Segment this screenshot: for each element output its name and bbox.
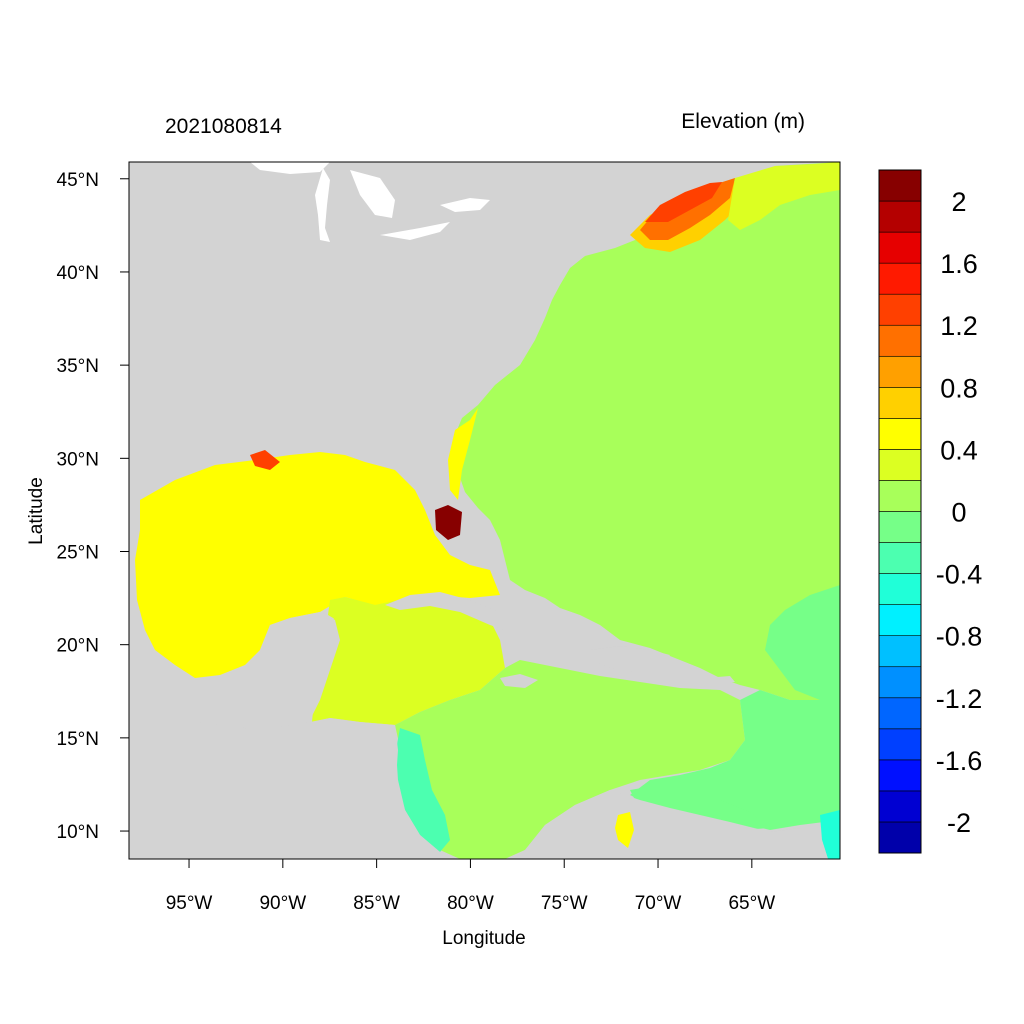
colorbar-level-swatch	[878, 728, 922, 761]
colorbar-frame	[878, 169, 922, 854]
y-tick-label: 10°N	[57, 822, 99, 843]
scotian-shelf-region	[728, 162, 840, 230]
x-tick-label: 95°W	[166, 893, 213, 914]
lake-superior	[250, 162, 330, 174]
caribbean-central-region	[395, 660, 745, 859]
colorbar-level-swatch	[878, 231, 922, 264]
x-tick-label: 75°W	[541, 893, 588, 914]
y-axis: 45°N 40°N 35°N 30°N 25°N 20°N 15°N 10°N	[57, 170, 129, 843]
atlantic-ocean-region	[452, 162, 840, 700]
colorbar-level-swatch	[878, 480, 922, 512]
field-title: Elevation (m)	[681, 110, 805, 133]
colorbar-labels: 2 1.6 1.2 0.8 0.4 0 -0.4 -0.8 -1.2 -1.6 -2	[936, 187, 983, 838]
colorbar-level-swatch	[878, 573, 922, 605]
y-tick-label: 35°N	[57, 356, 99, 377]
lake-maracaibo	[615, 812, 634, 848]
x-tick-label: 70°W	[635, 893, 682, 914]
colorbar-level-swatch	[878, 293, 922, 326]
jamaica-land	[500, 674, 538, 688]
colorbar-tick-label: 1.6	[940, 249, 978, 279]
hispaniola-land	[590, 646, 670, 672]
colorbar-level-swatch	[878, 418, 922, 450]
colorbar-tick-label: 2	[951, 187, 966, 217]
colorbar-level-swatch	[878, 821, 922, 854]
plot-frame	[128, 161, 841, 860]
colorbar-level-swatch	[878, 387, 922, 419]
colorbar-tick-label: 0	[951, 498, 966, 528]
florida-peak-region	[435, 505, 462, 540]
colorbar-level-swatch	[878, 635, 922, 668]
louisiana-coast-peak-region	[250, 450, 280, 470]
south-america-land	[505, 790, 828, 859]
colorbar-level-swatch	[878, 262, 922, 295]
colorbar-tick-label: -0.4	[936, 560, 983, 590]
atlantic-southeast-region	[765, 585, 840, 700]
colorbar-tick-label: -1.6	[936, 746, 983, 776]
colorbar-level-swatch	[878, 200, 922, 233]
timestamp-title: 2021080814	[165, 115, 282, 138]
y-tick-label: 30°N	[57, 449, 99, 470]
y-tick-label: 45°N	[57, 170, 99, 191]
colorbar-tick-label: 0.4	[940, 435, 978, 465]
lake-huron	[350, 170, 395, 218]
yucatan-land	[255, 612, 340, 720]
gulf-yucatan-channel-region	[328, 597, 400, 625]
x-tick-label: 80°W	[447, 893, 494, 914]
colorbar-tick-label: -2	[947, 808, 971, 838]
colorbar	[878, 169, 922, 854]
x-tick-label: 85°W	[353, 893, 400, 914]
y-tick-label: 20°N	[57, 636, 99, 657]
colorbar-level-swatch	[878, 697, 922, 730]
southeast-corner-negative-region	[820, 810, 840, 859]
venezuela-coastal-region	[630, 785, 770, 830]
colorbar-level-swatch	[878, 449, 922, 481]
florida-east-coast-region	[448, 408, 478, 500]
y-axis-label: Latitude	[26, 477, 47, 545]
x-tick-label: 90°W	[259, 893, 306, 914]
y-tick-label: 40°N	[57, 263, 99, 284]
colorbar-tick-label: 1.2	[940, 311, 978, 341]
central-america-land	[129, 718, 460, 859]
colorbar-tick-label: 0.8	[940, 373, 978, 403]
lake-erie	[380, 222, 450, 240]
caribbean-west-region	[312, 592, 505, 725]
colorbar-level-swatch	[878, 542, 922, 574]
colorbar-tick-label: -1.2	[936, 684, 983, 714]
gulf-of-mexico-region	[135, 452, 500, 678]
colorbar-level-swatch	[878, 355, 922, 388]
x-axis-label: Longitude	[442, 928, 525, 949]
colorbar-level-swatch	[878, 169, 922, 202]
y-tick-label: 25°N	[57, 543, 99, 564]
colorbar-level-swatch	[878, 666, 922, 699]
puerto-rico-land	[705, 676, 735, 684]
colorbar-level-swatch	[878, 511, 922, 543]
lake-ontario	[440, 198, 490, 212]
colorbar-level-swatch	[878, 759, 922, 792]
gulf-of-maine-max-region	[645, 182, 722, 222]
y-tick-label: 15°N	[57, 729, 99, 750]
colorbar-level-swatch	[878, 790, 922, 823]
central-america-coastal-region	[396, 728, 450, 852]
x-tick-label: 65°W	[728, 893, 775, 914]
colorbar-tick-label: -0.8	[936, 622, 983, 652]
colorbar-level-swatch	[878, 324, 922, 357]
map-panel	[129, 162, 840, 859]
cuba-land	[385, 592, 590, 645]
x-axis: 95°W 90°W 85°W 80°W 75°W 70°W 65°W	[166, 859, 775, 914]
lake-michigan	[315, 168, 330, 242]
colorbar-level-swatch	[878, 604, 922, 636]
